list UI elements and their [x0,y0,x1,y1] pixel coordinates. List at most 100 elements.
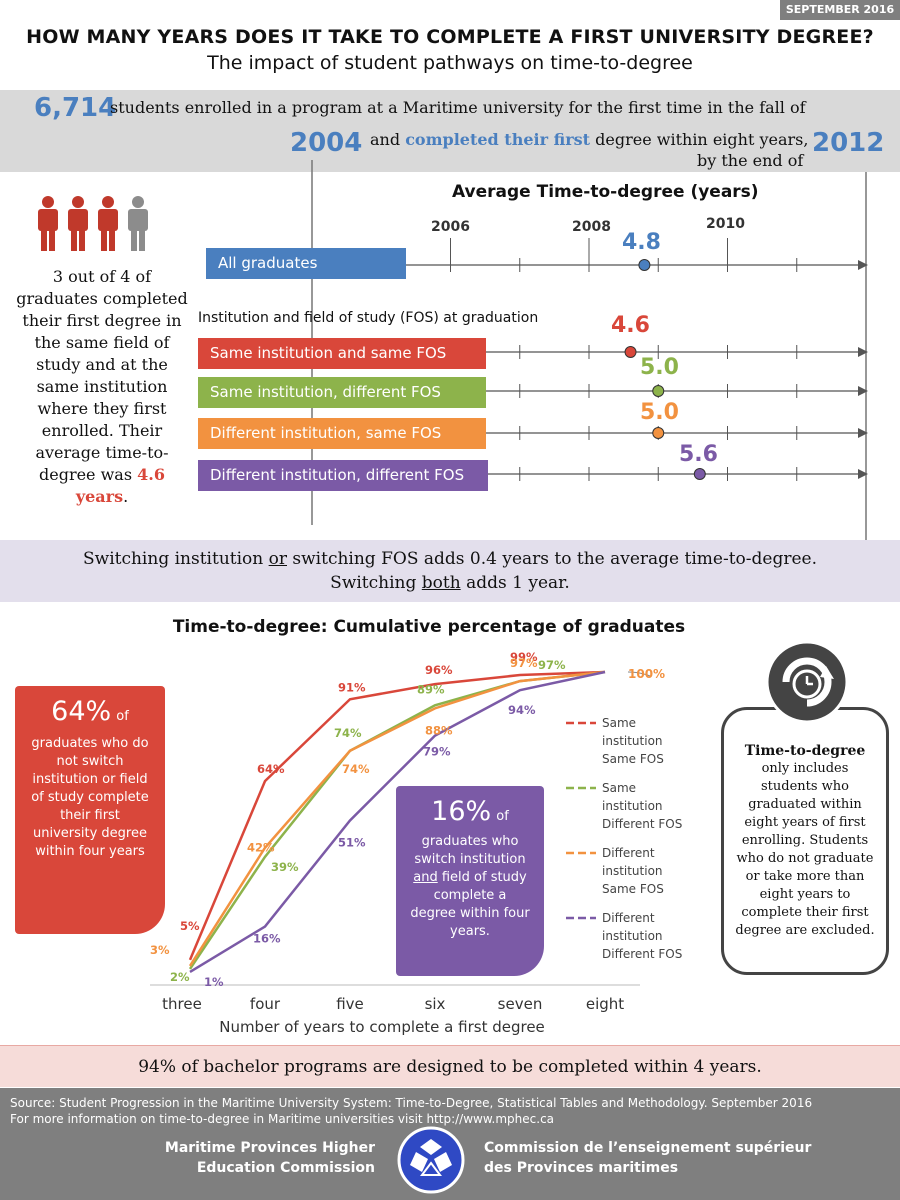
date-badge: SEPTEMBER 2016 [780,0,900,20]
org-fr-line-1: Commission de l’enseignement supérieur [484,1140,812,1156]
footer-source: Source: Student Progression in the Marit… [10,1095,812,1127]
bar-label-same-same: Same institution and same FOS [198,338,486,369]
avg-axis-arrow [858,347,868,357]
data-label: 79% [423,745,451,759]
data-label: 42% [247,841,275,855]
tick-label-2008: 2008 [572,219,611,235]
legend-text: Different [602,911,655,925]
legend-text: Different FOS [602,817,682,831]
data-label: 89% [417,682,445,696]
data-label: 74% [334,726,362,740]
intro-highlight: completed their first [405,130,591,149]
page-subtitle: The impact of student pathways on time-t… [207,52,693,74]
value-same-same: 4.6 [611,313,650,338]
avg-axis-arrow [858,260,868,270]
cumulative-chart: 5% 64% 91% 96% 99% 2% 39% 74% 89% 97% 3% 42% 74% 88% 9… [150,650,682,1036]
data-label: 96% [425,663,453,677]
person-icon [68,196,88,251]
left-callout-body: 3 out of 4 of graduates completed their … [16,267,188,484]
intro-and: and [370,130,401,149]
org-fr-line-2: des Provinces maritimes [484,1160,679,1176]
avg-value-dot [624,346,637,358]
switch-both: both [421,573,461,593]
people-icons [38,196,148,251]
note-title: Time-to-degree [744,743,866,759]
value-all-graduates: 4.8 [622,230,661,255]
avg-value-dot [652,385,665,397]
year-start: 2004 [290,128,363,158]
bachelor-band: 94% of bachelor programs are designed to… [0,1045,900,1087]
clock-icon [765,640,849,724]
series-line [188,670,606,961]
callout-16-text-pre: graduates who switch institution [414,834,526,867]
switch-line-1-b: switching FOS adds 0.4 years to the aver… [292,549,817,569]
data-label: 39% [271,860,299,874]
avg-axis-arrow [858,386,868,396]
left-callout-highlight: 4.6 years [75,465,165,506]
avg-axis-arrow [858,428,868,438]
switch-line-2-a: Switching [330,573,417,593]
x-tick-label: four [250,995,281,1013]
legend-text: Same [602,781,636,795]
group-label: Institution and field of study (FOS) at … [198,310,539,326]
switch-summary-band: Switching institution or switching FOS a… [0,540,900,602]
year-end: 2012 [812,128,885,158]
x-tick-label: seven [498,995,543,1013]
switch-line-1: Switching institution or switching FOS a… [0,547,900,571]
x-axis-label: Number of years to complete a first degr… [219,1018,545,1036]
x-tick-label: three [162,995,202,1013]
x-tick-label: six [425,995,446,1013]
bar-label-diff-same: Different institution, same FOS [198,418,486,449]
org-name-french: Commission de l’enseignement supérieur d… [484,1138,844,1178]
tick-label-2006: 2006 [431,219,470,235]
person-icon [98,196,118,251]
data-label: 2% [170,970,190,984]
footer-source-line: Source: Student Progression in the Marit… [10,1096,813,1110]
avg-value-dot [693,468,706,480]
legend-text: Same FOS [602,752,664,766]
switch-line-2: Switching both adds 1 year. [0,571,900,595]
person-icon [38,196,58,251]
series-line [189,670,606,974]
callout-64-text: graduates who do not switch institution … [31,736,149,859]
bar-label-same-diff: Same institution, different FOS [198,377,486,408]
avg-value-dot [652,427,665,439]
x-tick-label: five [336,995,364,1013]
callout-16-percent: 16% of graduates who switch institution … [396,786,544,976]
left-callout-period: . [123,487,129,506]
end-label: 100% [628,667,665,681]
switch-line-1-a: Switching institution [83,549,264,569]
data-label: 99% [510,650,538,664]
data-label: 64% [257,762,285,776]
time-to-degree-note: Time-to-degree only includes students wh… [721,707,889,975]
callout-16-and: and [413,870,438,885]
legend-text: Same [602,716,636,730]
org-en-line-1: Maritime Provinces Higher [164,1140,375,1156]
intro-band [0,90,900,172]
tick-label-2010: 2010 [706,216,745,232]
callout-16-big: 16% [431,796,492,827]
x-tick-label: eight [586,995,624,1013]
legend-text: institution [602,864,663,878]
footer-more-info: For more information on time-to-degree i… [10,1112,555,1126]
switch-line-2-b: adds 1 year. [466,573,570,593]
value-diff-diff: 5.6 [679,442,718,467]
data-label: 74% [342,762,370,776]
intro-line-1: students enrolled in a program at a Mari… [110,98,806,117]
series-line [188,670,606,967]
org-en-line-2: Education Commission [196,1160,375,1176]
data-label: 16% [253,932,281,946]
avg-value-dot [638,259,651,271]
page-title: HOW MANY YEARS DOES IT TAKE TO COMPLETE … [26,26,874,48]
legend-text: institution [602,734,663,748]
legend-text: Different [602,846,655,860]
avg-axis-arrow [858,469,868,479]
data-label: 94% [508,703,536,717]
callout-64-percent: 64% of graduates who do not switch insti… [15,686,165,934]
intro-line-3: by the end of [697,151,804,170]
switch-or: or [268,549,287,569]
intro-line-2: and completed their first degree within … [370,130,808,149]
bar-label-all-graduates: All graduates [206,248,406,279]
data-label: 97% [510,656,538,670]
data-label: 1% [204,975,224,989]
